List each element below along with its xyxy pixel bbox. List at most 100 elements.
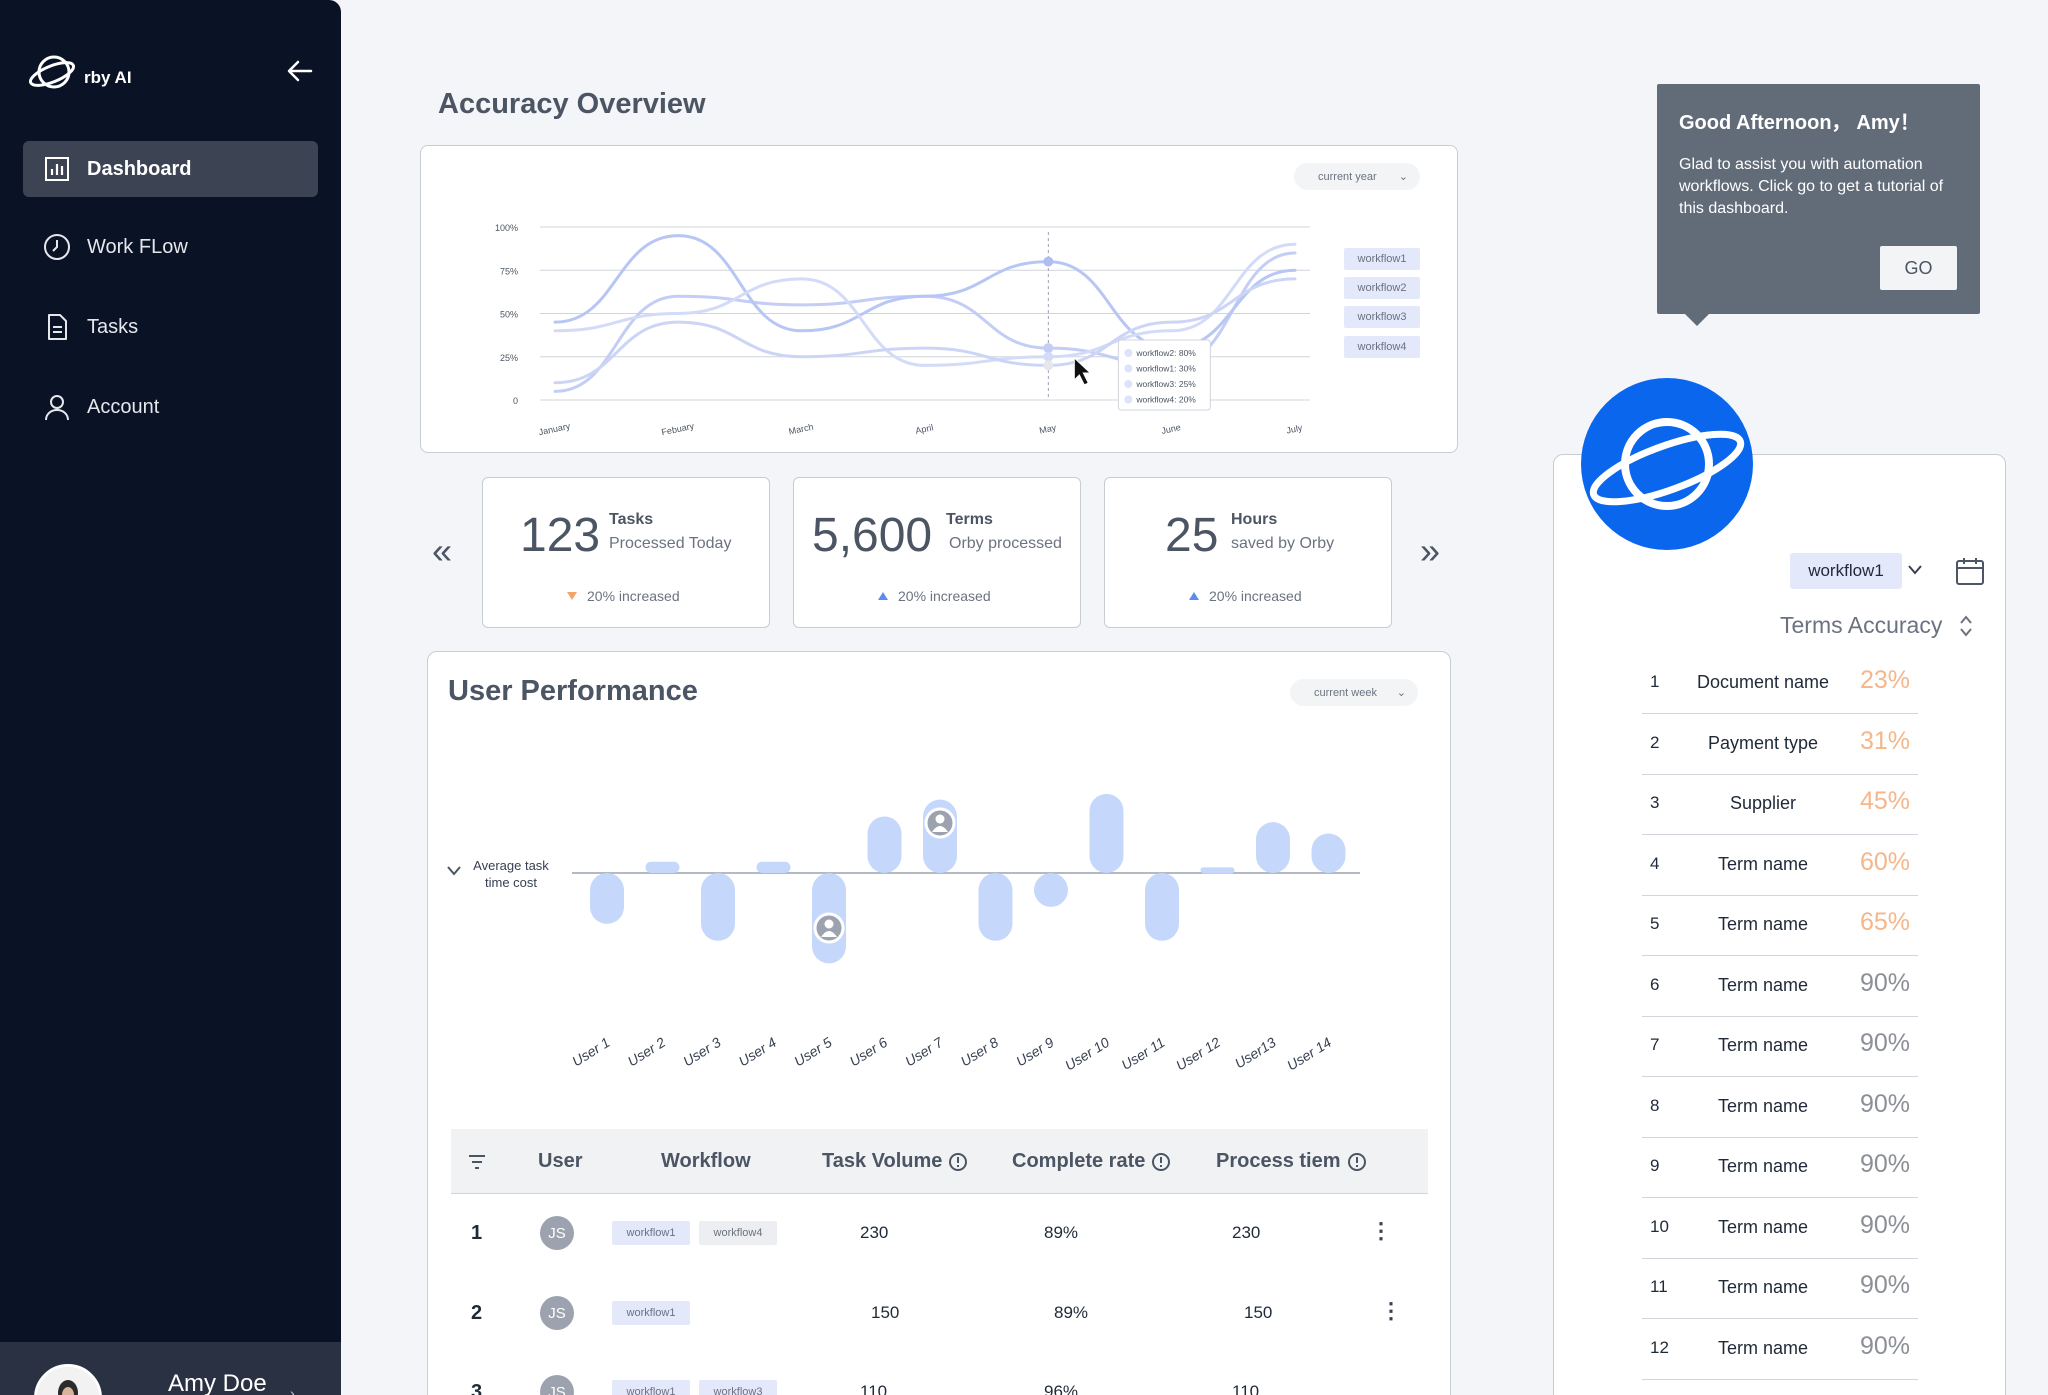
info-icon[interactable] bbox=[1151, 1152, 1171, 1172]
series-line-workflow2 bbox=[553, 234, 1297, 350]
info-icon[interactable] bbox=[948, 1152, 968, 1172]
th-workflow[interactable]: Workflow bbox=[661, 1150, 751, 1172]
bar-user-11 bbox=[1145, 873, 1179, 941]
bar-user-4 bbox=[756, 861, 791, 873]
term-row[interactable]: 10 Term name 90% bbox=[1642, 1199, 1918, 1259]
accuracy-line-chart[interactable]: 100% 75% 50% 25% 0 January Febuary March April Ma… bbox=[470, 210, 1320, 440]
term-rank: 6 bbox=[1650, 974, 1660, 994]
stat-value: 25 bbox=[1165, 509, 1219, 562]
chevron-right-icon[interactable]: › bbox=[290, 1385, 295, 1395]
workflow-tag[interactable]: workflow1 bbox=[612, 1301, 690, 1325]
legend-workflow2[interactable]: workflow2 bbox=[1344, 277, 1420, 299]
term-row[interactable]: 12 Term name 90% bbox=[1642, 1320, 1918, 1380]
performance-title: User Performance bbox=[448, 675, 698, 707]
year-range-select[interactable]: current year ⌄ bbox=[1294, 163, 1420, 190]
term-accuracy: 90% bbox=[1859, 1331, 1910, 1360]
term-row[interactable]: 4 Term name 60% bbox=[1642, 836, 1918, 896]
more-vertical-icon[interactable]: ⋮ bbox=[1370, 1218, 1392, 1243]
calendar-icon[interactable] bbox=[1955, 556, 1985, 586]
term-accuracy: 31% bbox=[1859, 726, 1910, 755]
avatar[interactable] bbox=[34, 1364, 102, 1395]
term-row[interactable]: 6 Term name 90% bbox=[1642, 957, 1918, 1017]
term-row[interactable]: 11 Term name 90% bbox=[1642, 1259, 1918, 1319]
task-volume: 150 bbox=[871, 1303, 900, 1322]
x-tick-label: January bbox=[538, 421, 572, 438]
th-task-volume[interactable]: Task Volume bbox=[822, 1150, 968, 1173]
avatar-photo-icon bbox=[37, 1367, 99, 1395]
go-button[interactable]: GO bbox=[1880, 246, 1957, 290]
term-rank: 11 bbox=[1650, 1277, 1668, 1296]
workflow-tag[interactable]: workflow3 bbox=[699, 1380, 777, 1395]
term-row[interactable]: 7 Term name 90% bbox=[1642, 1017, 1918, 1077]
performance-bar-chart[interactable]: User 1 User 2 User 3 User 4 User 5 User 6 User… bbox=[560, 780, 1370, 1080]
term-rank: 4 bbox=[1650, 853, 1660, 873]
term-row[interactable]: 2 Payment type 31% bbox=[1642, 715, 1918, 775]
avatar[interactable]: JS bbox=[540, 1375, 574, 1395]
term-accuracy: 65% bbox=[1859, 908, 1910, 936]
bar-user-10 bbox=[1089, 793, 1124, 873]
planet-icon bbox=[1589, 418, 1745, 510]
x-tick-label: User 3 bbox=[680, 1034, 724, 1070]
tooltip-text: workflow4: 20% bbox=[1135, 395, 1196, 405]
filter-icon[interactable] bbox=[468, 1154, 486, 1170]
chevron-down-icon: ⌄ bbox=[1396, 687, 1406, 699]
x-tick-label: User 5 bbox=[791, 1034, 835, 1070]
greeting-body: Glad to assist you with automation workf… bbox=[1679, 156, 1944, 217]
avatar[interactable]: JS bbox=[540, 1296, 574, 1330]
user-name[interactable]: Amy Doe bbox=[168, 1370, 267, 1395]
term-row[interactable]: 8 Term name 90% bbox=[1642, 1078, 1918, 1138]
week-range-select[interactable]: current week ⌄ bbox=[1290, 679, 1418, 706]
series-line-workflow4 bbox=[553, 277, 1297, 385]
term-accuracy: 60% bbox=[1859, 847, 1910, 876]
term-accuracy: 90% bbox=[1859, 1029, 1910, 1057]
x-tick-label: User 9 bbox=[1013, 1034, 1057, 1070]
nav-tasks[interactable]: Tasks bbox=[23, 299, 318, 355]
complete-rate: 89% bbox=[1044, 1223, 1079, 1242]
process-time: 150 bbox=[1244, 1303, 1273, 1322]
term-name: Document name bbox=[1696, 672, 1830, 692]
process-time: 230 bbox=[1232, 1223, 1261, 1242]
x-tick-label: User 8 bbox=[958, 1034, 1002, 1070]
accuracy-title: Accuracy Overview bbox=[438, 88, 706, 120]
x-tick-label: User 4 bbox=[736, 1034, 780, 1070]
y-tick-label: 0 bbox=[513, 396, 518, 406]
more-vertical-icon[interactable]: ⋮ bbox=[1380, 1298, 1402, 1323]
legend-workflow1[interactable]: workflow1 bbox=[1344, 248, 1420, 270]
next-arrow[interactable]: » bbox=[1420, 530, 1441, 571]
avatar[interactable]: JS bbox=[540, 1216, 574, 1250]
chevron-down-icon[interactable] bbox=[1907, 564, 1923, 576]
nav-account[interactable]: Account bbox=[23, 379, 318, 435]
term-row[interactable]: 9 Term name 90% bbox=[1642, 1138, 1918, 1198]
terms-accuracy-title[interactable]: Terms Accuracy bbox=[1780, 612, 1943, 638]
term-row[interactable]: 1 Document name 23% bbox=[1642, 654, 1918, 714]
bar-user-6 bbox=[867, 816, 902, 873]
row-number: 2 bbox=[471, 1302, 483, 1324]
info-icon[interactable] bbox=[1347, 1152, 1367, 1172]
th-user[interactable]: User bbox=[538, 1150, 583, 1172]
term-row[interactable]: 3 Supplier 45% bbox=[1642, 775, 1918, 835]
collapse-arrow-icon[interactable] bbox=[287, 60, 313, 82]
orby-logo[interactable]: rby AI bbox=[28, 50, 132, 94]
workflow-select[interactable]: workflow1 bbox=[1790, 553, 1902, 589]
y-tick-label: 50% bbox=[500, 310, 518, 320]
sort-icon[interactable] bbox=[1958, 614, 1974, 638]
chevron-down-icon[interactable] bbox=[446, 864, 462, 878]
workflow-tag[interactable]: workflow4 bbox=[699, 1221, 777, 1245]
prev-arrow[interactable]: « bbox=[432, 530, 453, 571]
tooltip-dot bbox=[1124, 380, 1133, 388]
th-process-time[interactable]: Process tiem bbox=[1216, 1150, 1367, 1173]
legend-workflow4[interactable]: workflow4 bbox=[1344, 336, 1420, 358]
term-accuracy: 90% bbox=[1859, 1150, 1910, 1178]
orby-orb[interactable] bbox=[1581, 378, 1753, 550]
term-accuracy: 45% bbox=[1859, 787, 1910, 815]
user-marker-head bbox=[935, 814, 945, 824]
term-row[interactable]: 5 Term name 65% bbox=[1642, 896, 1918, 956]
workflow-tag[interactable]: workflow1 bbox=[612, 1221, 690, 1245]
legend-workflow3[interactable]: workflow3 bbox=[1344, 306, 1420, 328]
nav-workflow[interactable]: Work FLow bbox=[23, 219, 318, 275]
workflow-tag[interactable]: workflow1 bbox=[612, 1380, 690, 1395]
y-tick-label: 100% bbox=[495, 223, 518, 233]
user-icon bbox=[45, 395, 69, 421]
th-complete-rate[interactable]: Complete rate bbox=[1012, 1150, 1171, 1173]
nav-dashboard[interactable]: Dashboard bbox=[23, 141, 318, 197]
